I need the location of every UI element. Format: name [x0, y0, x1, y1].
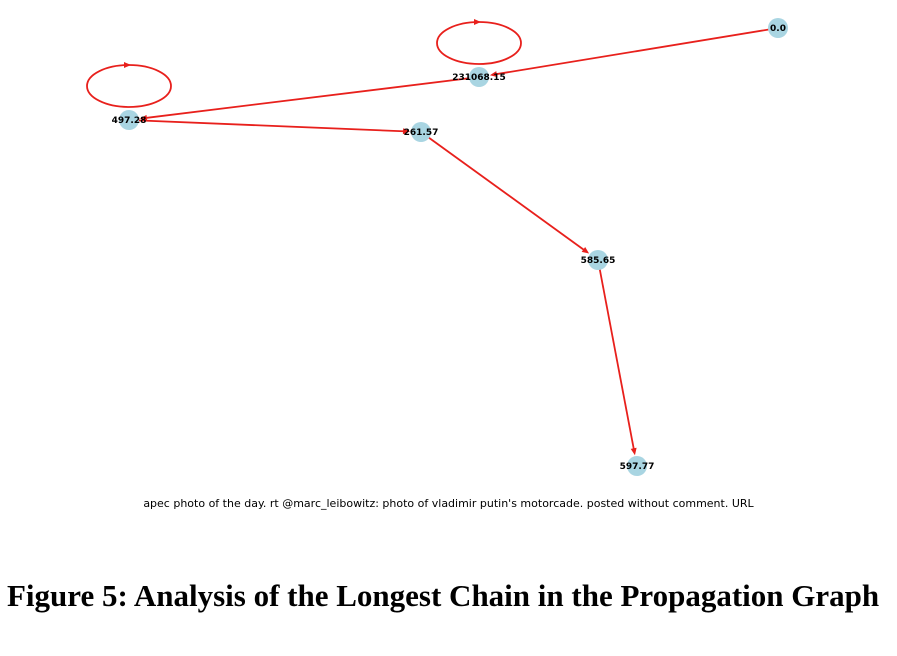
graph-edge [143, 76, 480, 120]
propagation-graph: 0.0 231068.15 497.28 261.57 585.65 597.77 [86, 18, 788, 476]
node-circle [768, 18, 788, 38]
edge-arrow [139, 114, 148, 121]
self-loop-edge [436, 21, 522, 65]
node-circle [411, 122, 431, 142]
graph-edge [597, 259, 636, 452]
node-label: 597.77 [620, 462, 655, 472]
node-circle [119, 110, 139, 130]
graph-node: 497.28 [112, 110, 147, 130]
node-label: 497.28 [112, 116, 147, 126]
edge-arrow [581, 247, 590, 254]
self-loop-edge [86, 64, 172, 108]
figure-caption: Figure 5: Analysis of the Longest Chain … [7, 578, 880, 613]
edge-arrow [489, 71, 498, 78]
graph-node: 585.65 [581, 250, 616, 270]
node-label: 261.57 [404, 128, 439, 138]
tweet-caption: apec photo of the day. rt @marc_leibowit… [143, 497, 754, 510]
graph-edge [493, 27, 779, 76]
node-label: 231068.15 [452, 73, 506, 83]
graph-edge [128, 119, 407, 133]
graph-node: 0.0 [768, 18, 788, 38]
graph-node: 597.77 [620, 456, 655, 476]
edge-arrow [402, 128, 411, 135]
node-circle [469, 67, 489, 87]
graph-node: 231068.15 [452, 67, 506, 87]
self-loop-arrow [124, 62, 131, 68]
node-circle [627, 456, 647, 476]
node-circle [588, 250, 608, 270]
self-loop-arrow [474, 19, 481, 25]
node-label: 0.0 [770, 24, 786, 34]
graph-edge [420, 131, 587, 252]
edge-arrow [630, 447, 637, 456]
node-label: 585.65 [581, 256, 616, 266]
graph-node: 261.57 [404, 122, 439, 142]
